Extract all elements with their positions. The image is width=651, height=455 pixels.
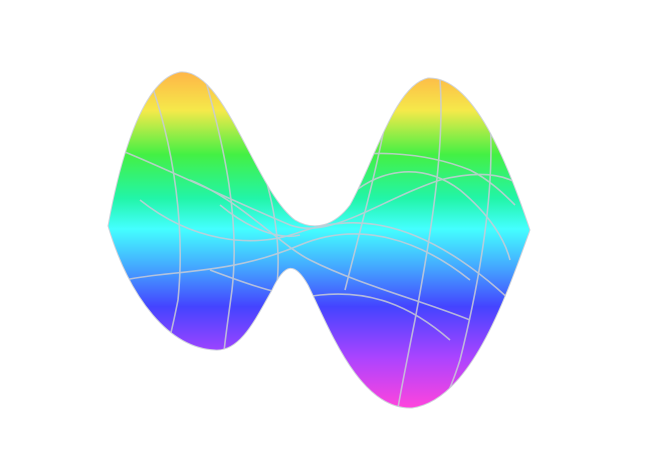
saddle-surface xyxy=(107,71,531,409)
mesh-line xyxy=(209,269,451,341)
mesh-line xyxy=(397,79,442,409)
mesh-line xyxy=(219,204,301,237)
mesh-line xyxy=(344,171,511,261)
mesh-line xyxy=(189,179,471,321)
mesh-line xyxy=(204,77,235,353)
mesh-line xyxy=(124,233,471,281)
mesh-line xyxy=(139,199,521,311)
